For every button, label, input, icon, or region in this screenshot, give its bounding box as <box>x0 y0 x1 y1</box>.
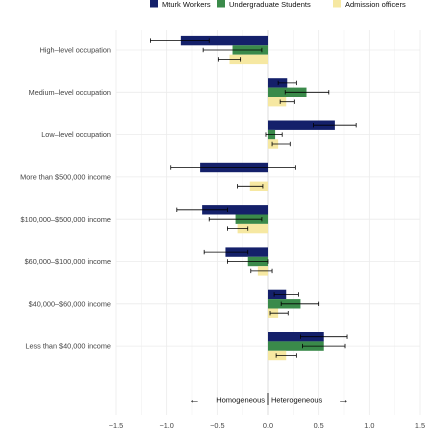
x-tick-label: 0.5 <box>314 421 324 430</box>
error-bar <box>170 165 296 170</box>
bar-mturk-workers <box>268 120 335 130</box>
direction-annotation: Homogeneous Heterogeneous ← → <box>189 393 349 406</box>
bar-mturk-workers <box>202 205 268 215</box>
error-bar <box>203 249 249 255</box>
error-bar <box>150 38 210 43</box>
x-tick-label: 1.0 <box>364 421 374 430</box>
bar-admission-officers <box>237 223 268 234</box>
error-bar <box>208 217 263 222</box>
annotation-right-label: Heterogeneous <box>271 396 323 405</box>
error-bar <box>273 292 299 297</box>
error-bar <box>269 311 289 316</box>
legend-label: Admission officers <box>345 0 406 9</box>
y-tick-label: $60,000–$100,000 income <box>25 257 111 266</box>
legend-label: Undergraduate Students <box>229 0 311 9</box>
error-bar <box>237 184 264 189</box>
y-tick-label: $40,000–$60,000 income <box>29 299 111 308</box>
error-bar <box>275 353 297 358</box>
x-tick-label: −0.5 <box>210 421 224 430</box>
y-tick-label: Low–level occupation <box>41 130 111 139</box>
bar-admission-officers <box>268 97 287 107</box>
y-tick-label: High–level occupation <box>40 46 111 55</box>
legend-item: Admission officers <box>333 0 406 9</box>
bar-undergraduate-students <box>268 341 324 351</box>
error-bar <box>265 132 283 137</box>
x-tick-label: −1.5 <box>109 421 123 430</box>
error-bar <box>176 207 228 212</box>
error-bar <box>302 343 346 349</box>
arrow-left-icon: ← <box>189 394 200 406</box>
error-bar <box>300 334 348 339</box>
y-tick-label: $100,000–$500,000 income <box>21 215 111 224</box>
legend-swatch <box>217 0 225 8</box>
arrow-right-icon: → <box>338 394 349 406</box>
error-bar <box>271 141 291 147</box>
bar-mturk-workers <box>180 35 268 46</box>
error-bar <box>227 226 249 231</box>
annotation-left-label: Homogeneous <box>216 396 265 405</box>
y-tick-label: More than $500,000 income <box>20 173 111 182</box>
bar-mturk-workers <box>268 78 288 88</box>
legend-swatch <box>333 0 341 8</box>
x-tick-label: −1.0 <box>159 421 173 430</box>
error-bar <box>217 57 242 62</box>
y-axis-labels: High–level occupation Medium–level occupa… <box>20 46 111 351</box>
error-bar <box>227 259 269 264</box>
legend-label: Mturk Workers <box>162 0 211 9</box>
plot-panel: Homogeneous Heterogeneous ← → <box>115 30 421 415</box>
bar-admission-officers <box>229 54 268 65</box>
legend-item: Mturk Workers <box>150 0 211 9</box>
y-tick-label: Less than $40,000 income <box>25 342 111 351</box>
error-bar <box>313 123 357 128</box>
error-bar <box>202 47 263 53</box>
legend-item: Undergraduate Students <box>217 0 311 9</box>
error-bar <box>277 80 297 86</box>
legend-swatch <box>150 0 158 8</box>
x-tick-label: 1.5 <box>415 421 425 430</box>
y-tick-label: Medium–level occupation <box>29 88 111 97</box>
error-bar <box>280 301 320 306</box>
error-bars <box>150 38 357 358</box>
x-tick-label: 0.0 <box>263 421 273 430</box>
x-axis-labels: −1.5 −1.0 −0.5 0.0 0.5 1.0 1.5 <box>109 421 425 430</box>
bar-mturk-workers <box>268 332 324 342</box>
error-bar <box>250 268 273 274</box>
error-bar <box>279 99 295 104</box>
legend: Mturk Workers Undergraduate Students Admis… <box>150 0 406 9</box>
error-bar <box>284 90 330 95</box>
